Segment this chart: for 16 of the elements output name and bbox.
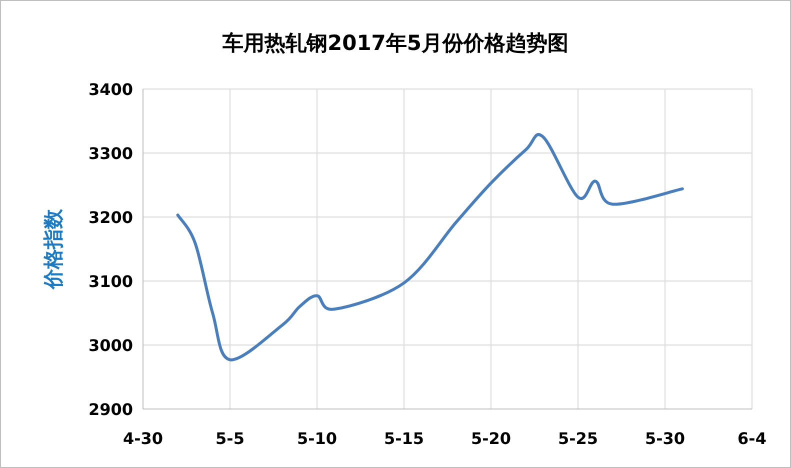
x-tick-label: 4-30 [122,429,164,448]
y-tick-label: 2900 [88,400,133,419]
y-tick-label: 3200 [88,208,133,227]
x-tick-label: 5-15 [384,429,424,448]
y-tick-label: 3000 [88,336,133,355]
chart-title: 车用热轧钢2017年5月份价格趋势图 [221,31,569,55]
x-tick-label: 5-10 [296,429,338,448]
x-tick-label: 5-20 [470,429,512,448]
x-tick-label: 5-5 [216,429,244,448]
x-tick-label: 5-25 [558,429,598,448]
y-tick-label: 3400 [88,80,133,99]
y-axis-title: 价格指数 [41,208,65,290]
x-tick-label: 5-30 [644,429,686,448]
y-tick-label: 3100 [88,272,133,291]
y-tick-label: 3300 [88,144,133,163]
x-tick-label: 6-4 [738,429,766,448]
